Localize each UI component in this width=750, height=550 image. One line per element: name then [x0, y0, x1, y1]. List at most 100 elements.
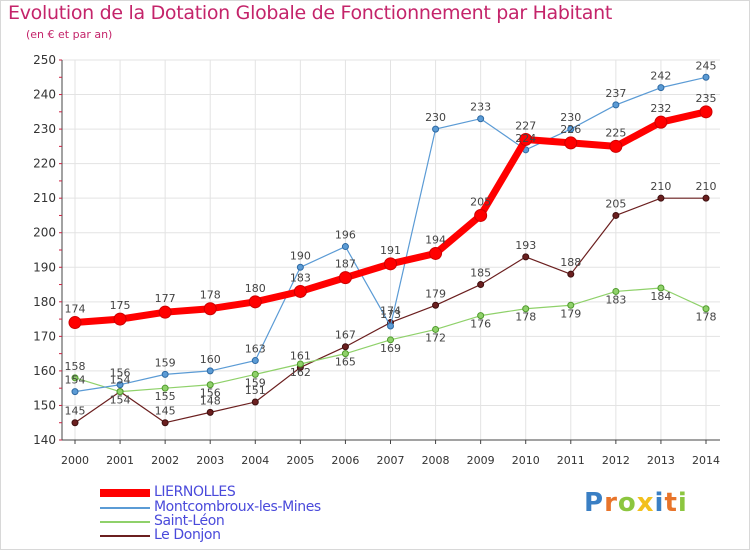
data-point — [567, 270, 575, 278]
x-tick-label: 2008 — [422, 454, 450, 467]
data-label: 194 — [425, 233, 446, 246]
data-point — [203, 302, 217, 316]
data-label: 162 — [290, 366, 311, 379]
data-point — [341, 343, 349, 351]
y-tick-label: 220 — [33, 157, 56, 171]
data-label: 245 — [696, 59, 717, 72]
data-point — [116, 381, 124, 389]
legend-label-liernolles: LIERNOLLES — [154, 484, 236, 500]
data-point — [341, 243, 349, 251]
data-point — [519, 132, 533, 146]
data-label: 230 — [425, 111, 446, 124]
data-point — [71, 374, 79, 382]
data-point — [251, 398, 259, 406]
x-tick-label: 2000 — [61, 454, 89, 467]
data-label: 160 — [200, 353, 221, 366]
data-point — [567, 125, 575, 133]
logo-letter: i — [677, 488, 688, 518]
x-tick-label: 2010 — [512, 454, 540, 467]
data-point — [387, 336, 394, 344]
data-label: 145 — [65, 405, 86, 418]
x-tick-label: 2012 — [602, 454, 630, 467]
data-label: 185 — [470, 267, 491, 280]
x-tick-label: 2009 — [467, 454, 495, 467]
data-label: 172 — [425, 331, 446, 344]
data-label: 156 — [200, 387, 221, 400]
data-label: 230 — [560, 111, 581, 124]
data-label: 155 — [155, 390, 176, 403]
data-label: 178 — [200, 289, 221, 302]
data-label: 205 — [470, 195, 491, 208]
data-label: 183 — [605, 293, 626, 306]
data-label: 159 — [155, 356, 176, 369]
data-point — [657, 194, 665, 202]
data-label: 154 — [65, 374, 86, 387]
data-label: 179 — [425, 287, 446, 300]
data-label: 145 — [155, 405, 176, 418]
data-label: 184 — [650, 290, 671, 303]
data-label: 178 — [515, 311, 536, 324]
data-label: 159 — [245, 376, 266, 389]
data-label: 210 — [650, 180, 671, 193]
data-label: 161 — [290, 349, 311, 362]
data-point — [68, 316, 82, 330]
y-tick-label: 150 — [33, 398, 56, 412]
data-point — [161, 370, 169, 378]
data-label: 158 — [65, 360, 86, 373]
y-tick-label: 190 — [33, 260, 56, 274]
data-label: 187 — [335, 258, 356, 271]
data-point — [116, 388, 124, 396]
data-point — [206, 367, 214, 375]
data-label: 174 — [65, 303, 86, 316]
data-label: 242 — [650, 70, 671, 83]
data-point — [432, 325, 440, 333]
legend-swatch-le-donjon — [100, 535, 150, 537]
chart-subtitle: (en € et par an) — [26, 28, 113, 41]
y-tick-label: 180 — [33, 295, 56, 309]
data-point — [158, 305, 172, 319]
data-point — [161, 419, 169, 427]
data-label: 190 — [290, 249, 311, 262]
data-label: 165 — [335, 356, 356, 369]
data-point — [477, 281, 485, 289]
data-point — [296, 360, 304, 368]
data-label: 193 — [515, 239, 536, 252]
data-point — [612, 211, 620, 219]
data-label: 237 — [605, 87, 626, 100]
data-label: 210 — [696, 180, 717, 193]
data-point — [71, 388, 79, 396]
data-point — [341, 350, 349, 358]
data-label: 196 — [335, 229, 356, 242]
legend-swatch-liernolles — [100, 489, 150, 497]
legend-swatch-saint-leon — [100, 521, 150, 523]
data-label: 224 — [515, 132, 536, 145]
data-point — [702, 73, 710, 81]
data-point — [654, 115, 668, 129]
legend-label-saint-leon: Saint-Léon — [154, 513, 225, 529]
data-point — [206, 381, 214, 389]
x-tick-label: 2004 — [241, 454, 269, 467]
data-point — [206, 408, 214, 416]
data-point — [248, 295, 262, 309]
data-label: 176 — [470, 318, 491, 331]
data-point — [429, 246, 443, 260]
data-point — [161, 384, 169, 392]
logo-letter: t — [664, 488, 678, 518]
data-label: 178 — [696, 311, 717, 324]
data-label: 233 — [470, 101, 491, 114]
data-point — [609, 139, 623, 153]
y-tick-label: 230 — [33, 122, 56, 136]
y-tick-label: 250 — [33, 53, 56, 67]
legend-label-le-donjon: Le Donjon — [154, 527, 221, 543]
data-label: 156 — [110, 367, 131, 380]
data-point — [71, 419, 79, 427]
data-point — [477, 312, 485, 320]
data-point — [522, 305, 530, 313]
logo-letter: o — [617, 488, 637, 518]
x-tick-label: 2007 — [377, 454, 405, 467]
chart-title: Evolution de la Dotation Globale de Fonc… — [8, 2, 613, 24]
logo-letter: x — [636, 488, 655, 518]
data-label: 151 — [245, 384, 266, 397]
data-point — [657, 284, 665, 292]
data-label: 232 — [650, 102, 671, 115]
